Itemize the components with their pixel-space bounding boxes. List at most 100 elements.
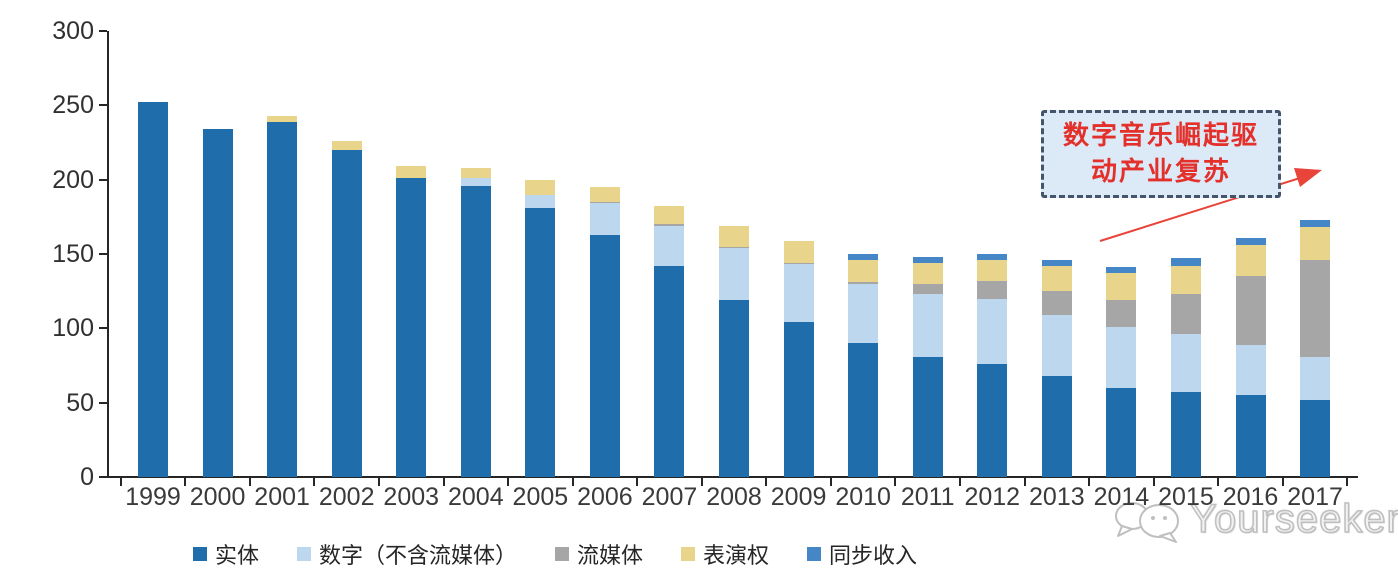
x-axis-tick — [894, 478, 897, 486]
x-axis-tick — [442, 478, 445, 486]
bar-segment — [1041, 291, 1072, 315]
bar-segment — [848, 343, 879, 477]
bar-segment — [1106, 273, 1137, 301]
bar-segment — [1106, 387, 1137, 477]
x-axis-tick — [700, 478, 703, 486]
y-axis-tick — [99, 253, 107, 255]
x-axis-tick — [636, 478, 639, 486]
bar-segment — [396, 178, 427, 477]
bar-segment — [267, 115, 298, 122]
x-axis-label: 2013 — [1029, 483, 1085, 511]
x-axis-line — [100, 476, 1358, 478]
y-axis-tick — [99, 476, 107, 478]
bar-segment — [977, 280, 1008, 299]
x-axis-tick — [507, 478, 510, 486]
legend-swatch-icon — [554, 547, 569, 561]
x-axis-label: 2015 — [1158, 483, 1214, 511]
legend-item-label: 数字（不含流媒体） — [318, 543, 517, 568]
bar-segment — [654, 206, 685, 225]
x-axis-label: 2000 — [189, 483, 246, 511]
bar-segment — [1170, 258, 1201, 266]
legend-swatch-icon — [192, 547, 207, 561]
watermark: Yourseeker — [1112, 494, 1398, 544]
legend-item: 实体 — [192, 538, 259, 570]
bar-segment — [848, 283, 879, 344]
bar-segment — [912, 283, 943, 295]
y-axis-tick-label: 200 — [52, 165, 94, 194]
y-axis-tick — [99, 104, 107, 107]
bar-segment — [460, 167, 491, 179]
bar-segment — [719, 248, 750, 301]
bar-segment — [1170, 265, 1201, 295]
bar-segment — [654, 265, 685, 477]
bar-segment — [525, 207, 556, 477]
x-axis-label: 2009 — [770, 483, 827, 511]
bar-segment — [202, 129, 233, 477]
bar-segment — [1300, 356, 1331, 400]
legend-swatch-icon — [296, 547, 311, 561]
bar-segment — [1106, 326, 1137, 388]
bar-segment — [912, 256, 943, 263]
bar-segment — [1170, 294, 1201, 335]
watermark-text: Yourseeker — [1189, 496, 1398, 542]
bar-segment — [396, 166, 427, 179]
legend-item-label: 流媒体 — [576, 543, 643, 568]
x-axis-tick — [571, 478, 574, 486]
bar-segment — [1235, 395, 1266, 477]
x-axis-tick — [1281, 478, 1284, 486]
legend-item-label: 表演权 — [703, 543, 770, 568]
bar-segment — [1235, 245, 1266, 277]
bar-segment — [848, 254, 879, 260]
bar-segment — [783, 322, 814, 477]
y-axis-tick-label: 0 — [80, 463, 94, 491]
bar-segment — [977, 254, 1008, 260]
bar-segment — [1235, 276, 1266, 345]
bar-segment — [1170, 392, 1201, 477]
bar-segment — [589, 203, 620, 235]
x-axis-tick — [248, 478, 251, 486]
legend-item: 数字（不含流媒体） — [296, 538, 517, 570]
bar-segment — [719, 246, 750, 249]
bar-segment — [719, 225, 750, 247]
x-axis-label: 2008 — [706, 483, 762, 511]
x-axis-label: 2016 — [1222, 483, 1279, 511]
bar-segment — [912, 262, 943, 284]
bar-segment — [783, 264, 814, 323]
x-axis-label: 2014 — [1093, 483, 1150, 511]
y-axis-tick — [99, 401, 107, 404]
bar-segment — [719, 300, 750, 477]
x-axis-tick — [377, 478, 380, 486]
bar-segment — [783, 240, 814, 263]
bar-segment — [1300, 399, 1331, 477]
y-axis-tick-label: 100 — [52, 314, 94, 343]
x-axis-label: 2002 — [318, 483, 375, 511]
y-axis-tick — [99, 30, 107, 32]
bar-segment — [977, 298, 1008, 364]
chat-bubbles-icon — [1115, 502, 1179, 543]
bar-segment — [1235, 237, 1266, 246]
legend-item-label: 同步收入 — [829, 543, 918, 568]
x-axis-tick — [1023, 478, 1026, 486]
x-axis-tick — [1088, 478, 1091, 486]
x-axis-label: 1999 — [125, 483, 181, 511]
bar-segment — [977, 259, 1008, 281]
legend-item: 流媒体 — [554, 538, 643, 570]
x-axis-label: 2017 — [1287, 483, 1343, 511]
bar-segment — [654, 225, 685, 266]
x-axis-tick — [765, 478, 768, 486]
x-axis-tick — [313, 478, 316, 486]
bar-segment — [331, 149, 362, 477]
x-axis-tick — [184, 478, 187, 486]
y-axis-tick-label: 50 — [66, 388, 94, 417]
bar-segment — [267, 121, 298, 477]
bar-segment — [138, 102, 168, 477]
bar-segment — [977, 364, 1008, 477]
x-axis-label: 2010 — [835, 483, 891, 511]
bar-segment — [1041, 265, 1072, 292]
legend-swatch-icon — [807, 547, 822, 561]
x-axis-label: 2006 — [577, 483, 633, 511]
legend-swatch-icon — [681, 547, 695, 561]
bar-segment — [525, 179, 556, 195]
x-axis-tick — [119, 478, 122, 486]
